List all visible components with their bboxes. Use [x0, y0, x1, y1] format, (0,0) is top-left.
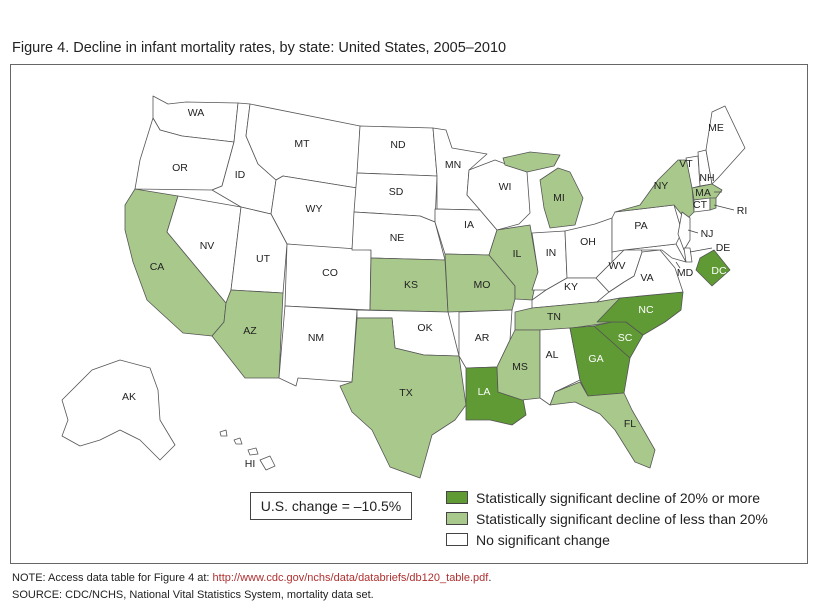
label-SC: SC: [618, 332, 633, 344]
label-KY: KY: [564, 281, 578, 293]
state-DE[interactable]: [683, 247, 693, 263]
label-DC: DC: [711, 265, 727, 277]
state-MA[interactable]: [691, 183, 723, 201]
label-MN: MN: [445, 159, 461, 171]
label-AZ: AZ: [243, 325, 257, 337]
label-NY: NY: [654, 180, 669, 192]
label-OH: OH: [580, 236, 596, 248]
state-TX[interactable]: [339, 317, 467, 479]
state-ND[interactable]: [356, 125, 438, 177]
note-url-link[interactable]: http://www.cdc.gov/nchs/data/databriefs/…: [212, 572, 489, 584]
label-IN: IN: [546, 247, 557, 259]
legend-label-none: No significant change: [476, 531, 610, 548]
state-AK[interactable]: [61, 359, 176, 461]
label-NV: NV: [200, 240, 215, 252]
leader-RI: [713, 204, 735, 211]
legend-swatch-none: [446, 533, 468, 546]
label-WA: WA: [188, 107, 205, 119]
leader-DE: [689, 247, 713, 253]
state-DC[interactable]: [695, 249, 731, 287]
state-WV[interactable]: [595, 245, 643, 293]
label-NM: NM: [308, 332, 324, 344]
label-NH: NH: [699, 172, 714, 184]
label-FL: FL: [624, 418, 636, 430]
label-NE: NE: [390, 232, 405, 244]
figure-frame: [10, 64, 808, 564]
state-AZ[interactable]: [211, 289, 284, 379]
label-RI: RI: [737, 205, 748, 217]
label-NC: NC: [638, 304, 654, 316]
state-HI-maui[interactable]: [247, 447, 259, 456]
note: NOTE: Access data table for Figure 4 at:…: [12, 572, 491, 584]
label-ME: ME: [708, 122, 724, 134]
label-IA: IA: [464, 219, 474, 231]
note-suffix: .: [488, 572, 492, 584]
label-CA: CA: [150, 261, 165, 273]
label-MA: MA: [695, 187, 711, 199]
label-WY: WY: [306, 203, 323, 215]
note-prefix: NOTE: Access data table for Figure 4 at:: [12, 572, 213, 584]
label-HI: HI: [245, 458, 256, 470]
label-KS: KS: [404, 279, 418, 291]
state-FL[interactable]: [549, 381, 656, 469]
label-WI: WI: [499, 181, 512, 193]
us-change-box: U.S. change = –10.5%: [250, 492, 412, 520]
state-NM[interactable]: [278, 305, 358, 387]
label-WV: WV: [609, 260, 626, 272]
state-HI-kauai[interactable]: [219, 429, 228, 437]
legend-item-light: Statistically significant decline of les…: [446, 508, 768, 529]
label-UT: UT: [256, 253, 271, 265]
label-AR: AR: [475, 332, 490, 344]
label-MI: MI: [553, 192, 565, 204]
label-NJ: NJ: [701, 228, 714, 240]
label-VA: VA: [640, 272, 653, 284]
state-UT[interactable]: [230, 206, 288, 294]
legend: Statistically significant decline of 20%…: [446, 487, 768, 550]
label-ND: ND: [390, 139, 406, 151]
label-MT: MT: [294, 138, 310, 150]
label-TN: TN: [547, 311, 561, 323]
label-TX: TX: [399, 387, 412, 399]
label-OR: OR: [172, 162, 188, 174]
label-AK: AK: [122, 391, 136, 403]
label-IL: IL: [513, 248, 522, 260]
state-MI[interactable]: [539, 167, 584, 229]
label-CT: CT: [693, 199, 708, 211]
label-VT: VT: [679, 158, 693, 170]
legend-label-dark: Statistically significant decline of 20%…: [476, 489, 761, 506]
label-MO: MO: [474, 279, 491, 291]
state-IL[interactable]: [488, 224, 539, 301]
label-OK: OK: [417, 322, 432, 334]
legend-label-light: Statistically significant decline of les…: [476, 510, 768, 527]
legend-item-none: No significant change: [446, 529, 768, 550]
source: SOURCE: CDC/NCHS, National Vital Statist…: [12, 589, 374, 601]
label-AL: AL: [546, 349, 559, 361]
legend-swatch-light: [446, 512, 468, 525]
label-MS: MS: [512, 361, 528, 373]
label-DE: DE: [716, 242, 731, 254]
label-MD: MD: [677, 267, 694, 279]
state-NJ[interactable]: [677, 211, 691, 251]
leader-NJ: [687, 229, 699, 234]
state-HI[interactable]: [259, 455, 276, 471]
label-GA: GA: [588, 353, 603, 365]
figure-title: Figure 4. Decline in infant mortality ra…: [12, 40, 507, 56]
state-HI-oahu[interactable]: [233, 437, 243, 445]
label-CO: CO: [322, 267, 338, 279]
state-MS[interactable]: [496, 329, 541, 401]
legend-swatch-dark: [446, 491, 468, 504]
legend-item-dark: Statistically significant decline of 20%…: [446, 487, 768, 508]
leader-MD: [675, 261, 681, 269]
label-SD: SD: [389, 186, 404, 198]
label-PA: PA: [634, 220, 647, 232]
label-ID: ID: [235, 169, 246, 181]
state-MI-upper[interactable]: [502, 151, 561, 173]
state-RI[interactable]: [709, 197, 717, 211]
label-LA: LA: [478, 386, 491, 398]
